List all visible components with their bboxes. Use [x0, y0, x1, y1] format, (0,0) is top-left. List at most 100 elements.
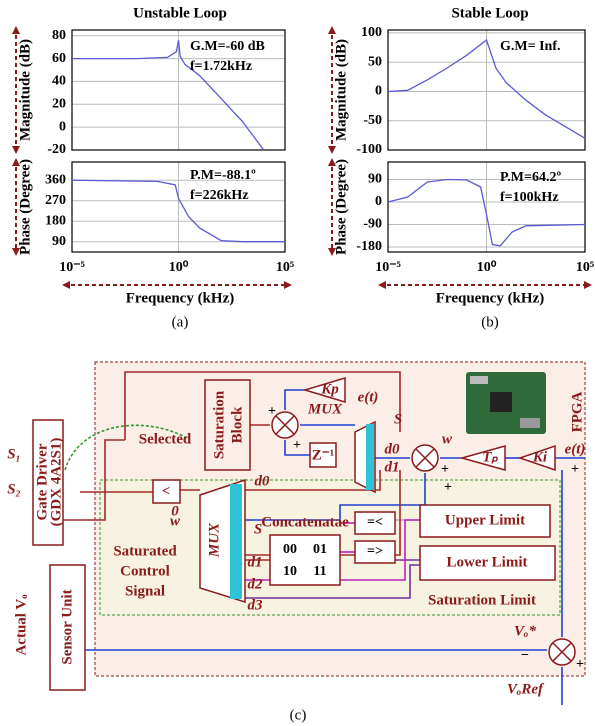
- y-axis-label: Magnitude (dB): [333, 39, 349, 141]
- sign: +: [576, 657, 584, 672]
- chart-title: Stable Loop: [451, 5, 528, 21]
- y-tick-label: 60: [52, 51, 66, 66]
- x-tick-label: 10⁰: [169, 260, 189, 275]
- label: Lower Limit: [447, 554, 528, 570]
- x-axis-label: Frequency (kHz): [436, 290, 544, 306]
- x-tick-label: 10⁻⁵: [59, 260, 85, 275]
- label: Tₚ: [482, 449, 498, 465]
- y-tick-label: -100: [356, 142, 382, 157]
- annotation: P.M=64.2º: [500, 170, 561, 185]
- label: Saturated: [113, 543, 177, 559]
- label: FPGA: [569, 391, 585, 432]
- y-tick-label: 40: [52, 74, 66, 89]
- y-tick-label: -50: [363, 113, 382, 128]
- label: d1: [385, 459, 400, 475]
- label: 10: [283, 564, 297, 579]
- y-tick-label: 90: [368, 172, 382, 187]
- y-tick-label: 180: [45, 213, 66, 228]
- y-tick-label: 100: [361, 25, 382, 40]
- label: Saturation: [211, 390, 227, 459]
- caption: (a): [172, 314, 189, 330]
- label: d1: [248, 554, 263, 570]
- y-tick-label: 360: [45, 172, 66, 187]
- label: w: [442, 431, 453, 447]
- annotation: P.M=-88.1º: [190, 168, 256, 183]
- label: e(t): [565, 441, 586, 457]
- label: Vₒ*: [514, 623, 536, 639]
- label: S: [254, 521, 262, 537]
- y-axis-label: Magnitude (dB): [17, 39, 33, 141]
- label: =<: [367, 515, 383, 530]
- bode-plots: -20 0 20 40 60 80 Unstable Loop G.M=-60 dB f=1.7…: [12, 5, 594, 306]
- label: Selected: [139, 431, 192, 447]
- x-tick-label: 10⁰: [477, 260, 497, 275]
- y-tick-label: 20: [52, 97, 66, 112]
- label: Actual Vₒ: [13, 594, 29, 656]
- label: w: [170, 513, 181, 529]
- sign: +: [444, 480, 452, 495]
- y-axis-label: Phase (Degree): [333, 159, 349, 255]
- x-axis-label: Frequency (kHz): [126, 290, 234, 306]
- label: Sensor Unit: [59, 589, 75, 664]
- block-diagram: FPGA Selected Saturation Block Kp e(t) M…: [7, 362, 585, 705]
- y-tick-label: 270: [45, 193, 66, 208]
- x-tick-label: 10⁵: [276, 260, 294, 275]
- fpga-board: [466, 372, 546, 434]
- mux-bar: [366, 424, 374, 490]
- label: VₒRef: [507, 681, 545, 697]
- y-tick-label: 90: [52, 234, 66, 249]
- y-tick-label: -180: [356, 239, 382, 254]
- label: S: [394, 411, 402, 427]
- label: MUX: [307, 401, 343, 417]
- y-tick-label: 0: [59, 119, 66, 134]
- label: Upper Limit: [445, 512, 525, 528]
- annotation: G.M= Inf.: [500, 39, 560, 54]
- mux-bar: [230, 484, 242, 599]
- label: 01: [313, 542, 327, 557]
- label: S₁: [7, 446, 21, 462]
- label: <: [162, 483, 171, 499]
- label: d0: [385, 441, 401, 457]
- label: e(t): [358, 389, 379, 405]
- sign: +: [571, 462, 579, 477]
- caption: (c): [290, 707, 307, 723]
- chart-title: Unstable Loop: [133, 5, 227, 21]
- sign: +: [268, 404, 276, 419]
- label: Ki: [532, 449, 548, 465]
- annotation: f=1.72kHz: [190, 59, 252, 74]
- sign: +: [441, 462, 449, 477]
- y-tick-label: 0: [375, 194, 382, 209]
- label: Concatenatae: [261, 514, 349, 530]
- label: 11: [313, 564, 326, 579]
- concat-block: [270, 535, 340, 585]
- x-tick-label: 10⁵: [576, 260, 594, 275]
- y-tick-label: 80: [52, 28, 66, 43]
- label: Saturation Limit: [428, 592, 536, 608]
- sign: +: [293, 438, 301, 453]
- label: d2: [248, 576, 264, 592]
- caption: (b): [481, 314, 499, 330]
- label: S₂: [7, 481, 21, 497]
- x-tick-label: 10⁻⁵: [375, 260, 401, 275]
- y-axis-label: Phase (Degree): [17, 159, 33, 255]
- annotation: G.M=-60 dB: [190, 39, 265, 54]
- annotation: f=226kHz: [190, 188, 249, 203]
- annotation: f=100kHz: [500, 190, 559, 205]
- label: d0: [255, 473, 271, 489]
- y-tick-label: -20: [47, 142, 66, 157]
- y-tick-label: 50: [368, 54, 382, 69]
- y-tick-label: 0: [375, 84, 382, 99]
- label: =>: [367, 544, 383, 559]
- label: Signal: [125, 583, 165, 599]
- label: 00: [283, 542, 297, 557]
- label: MUX: [206, 522, 222, 558]
- label: (GDX 4A2S1): [48, 438, 64, 527]
- y-tick-label: -90: [363, 217, 382, 232]
- label: Block: [229, 406, 245, 443]
- label: d3: [248, 597, 264, 613]
- figure: -20 0 20 40 60 80 Unstable Loop G.M=-60 dB f=1.7…: [0, 0, 595, 726]
- sign: −: [521, 648, 529, 663]
- label: Kp: [320, 381, 339, 397]
- label: Control: [120, 563, 170, 579]
- label: Z⁻¹: [312, 447, 334, 463]
